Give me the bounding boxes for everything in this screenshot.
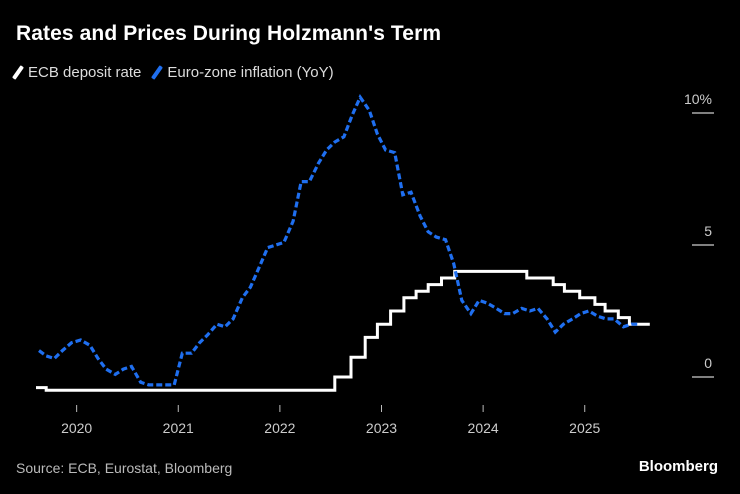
bloomberg-logo: Bloomberg (638, 458, 718, 475)
x-axis: 2020 2021 2022 2023 2024 2025 (61, 405, 601, 436)
legend: ECB deposit rate Euro-zone inflation (Yo… (12, 64, 348, 81)
y-axis: 0 5 10% (684, 91, 714, 378)
series-deposit-rate-line (36, 269, 650, 392)
chart-title: Rates and Prices During Holzmann's Term (16, 22, 442, 45)
legend-label-deposit-rate: ECB deposit rate (28, 64, 142, 81)
x-tick-label-2: 2022 (264, 420, 295, 436)
y-tick-label-2: 10% (684, 91, 712, 107)
series-layer (36, 93, 650, 392)
series-inflation-line (38, 93, 640, 387)
x-tick-label-4: 2024 (468, 420, 499, 436)
y-tick-label-1: 5 (704, 223, 712, 239)
x-tick-label-1: 2021 (163, 420, 194, 436)
source-note: Source: ECB, Eurostat, Bloomberg (16, 460, 233, 476)
legend-item-deposit-rate: ECB deposit rate (12, 64, 142, 81)
legend-label-inflation: Euro-zone inflation (YoY) (167, 64, 334, 81)
x-tick-label-5: 2025 (569, 420, 600, 436)
x-tick-label-3: 2023 (366, 420, 397, 436)
y-tick-label-0: 0 (704, 355, 712, 371)
legend-item-inflation: Euro-zone inflation (YoY) (151, 64, 334, 81)
x-tick-label-0: 2020 (61, 420, 92, 436)
